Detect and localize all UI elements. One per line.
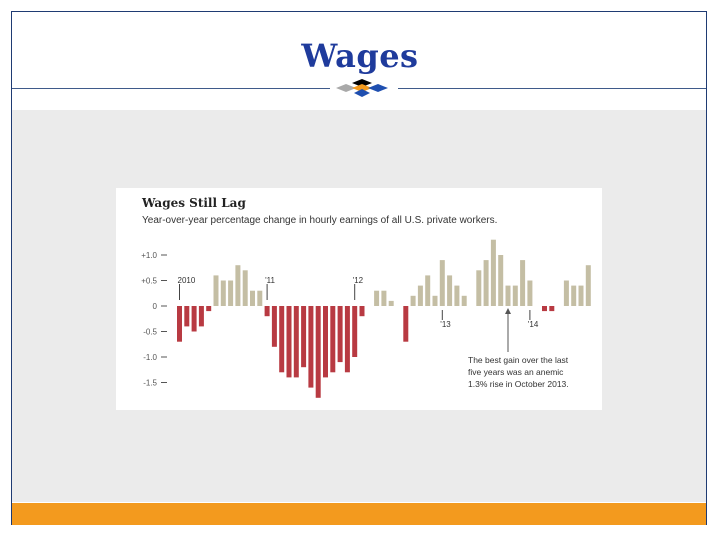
- y-tick-label: 0: [153, 302, 158, 311]
- bar: [177, 306, 182, 342]
- bar: [308, 306, 314, 388]
- bar: [250, 290, 255, 306]
- bar: [417, 285, 423, 306]
- y-tick-label: -1.0: [143, 353, 157, 362]
- bar: [344, 306, 350, 373]
- bar: [235, 265, 241, 306]
- bar: [242, 270, 248, 306]
- bar: [505, 285, 511, 306]
- bar: [388, 300, 394, 306]
- y-tick-label: -0.5: [143, 328, 157, 337]
- bar: [520, 260, 526, 306]
- bar: [228, 280, 234, 306]
- annotation-text: 1.3% rise in October 2013.: [468, 379, 569, 389]
- annotation-text: The best gain over the last: [468, 355, 569, 365]
- chart-card: Wages Still Lag Year-over-year percentag…: [116, 188, 602, 410]
- bar: [264, 306, 270, 317]
- bar: [542, 306, 547, 312]
- bar: [498, 255, 504, 306]
- bar: [184, 306, 190, 327]
- bar: [337, 306, 343, 363]
- bar: [257, 290, 263, 306]
- year-label: '13: [440, 320, 451, 329]
- y-tick-label: -1.5: [143, 379, 157, 388]
- bar: [563, 280, 569, 306]
- bar: [585, 265, 591, 306]
- title-rule-left: [12, 88, 330, 89]
- bar: [447, 275, 453, 306]
- bar: [439, 260, 445, 306]
- title-ornament: [336, 79, 388, 97]
- bar: [286, 306, 292, 378]
- y-tick-label: +0.5: [141, 277, 157, 286]
- bar: [359, 306, 365, 317]
- ornament-diamond-orange: [352, 84, 372, 92]
- wage-change-bar-chart: +1.0 +0.5 0 -0.5 -1.0 -1.5 2010 '11 '12 '13 '14 The…: [141, 239, 591, 398]
- bar: [432, 295, 438, 306]
- bar: [410, 295, 416, 306]
- bar: [381, 290, 387, 306]
- bar: [271, 306, 277, 347]
- bar: [425, 275, 431, 306]
- bar: [483, 260, 489, 306]
- bar: [578, 285, 584, 306]
- bar: [490, 239, 496, 306]
- bar: [476, 270, 482, 306]
- bar: [512, 285, 518, 306]
- bar: [454, 285, 460, 306]
- annotation-text: five years was an anemic: [468, 367, 564, 377]
- bar: [461, 295, 467, 306]
- annotation-arrowhead: [505, 308, 511, 314]
- bar: [403, 306, 409, 342]
- title-rule-right: [398, 88, 706, 89]
- bar: [352, 306, 358, 357]
- chart-subtitle: Year-over-year percentage change in hour…: [142, 215, 498, 226]
- bar: [549, 306, 555, 312]
- year-label: '14: [528, 320, 539, 329]
- bar: [301, 306, 307, 368]
- bar: [213, 275, 219, 306]
- slide-title: Wages: [301, 37, 419, 75]
- ornament-diamond-black: [352, 79, 372, 87]
- chart-title: Wages Still Lag: [142, 196, 246, 210]
- y-tick-label: +1.0: [141, 251, 157, 260]
- ornament-diamond-blue-lower: [354, 89, 370, 97]
- ornament-diamond-gray: [336, 84, 356, 92]
- footer-bar: [12, 503, 706, 525]
- bar: [279, 306, 285, 373]
- bar: [330, 306, 336, 373]
- ornament-diamond-blue: [368, 84, 388, 92]
- year-label: 2010: [178, 276, 196, 285]
- bar: [191, 306, 197, 332]
- bar: [315, 306, 321, 398]
- bar: [374, 290, 380, 306]
- bar: [198, 306, 204, 327]
- year-label: '11: [265, 276, 275, 285]
- bar: [527, 280, 533, 306]
- bar: [206, 306, 212, 312]
- bar: [571, 285, 577, 306]
- bar: [293, 306, 299, 378]
- bar: [323, 306, 328, 378]
- bar: [220, 280, 226, 306]
- year-label: '12: [353, 276, 364, 285]
